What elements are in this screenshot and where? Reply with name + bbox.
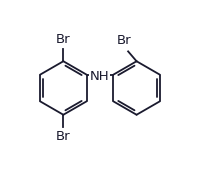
Text: NH: NH: [90, 70, 110, 83]
Text: Br: Br: [56, 130, 71, 143]
Text: Br: Br: [117, 34, 131, 47]
Text: Br: Br: [56, 33, 71, 46]
